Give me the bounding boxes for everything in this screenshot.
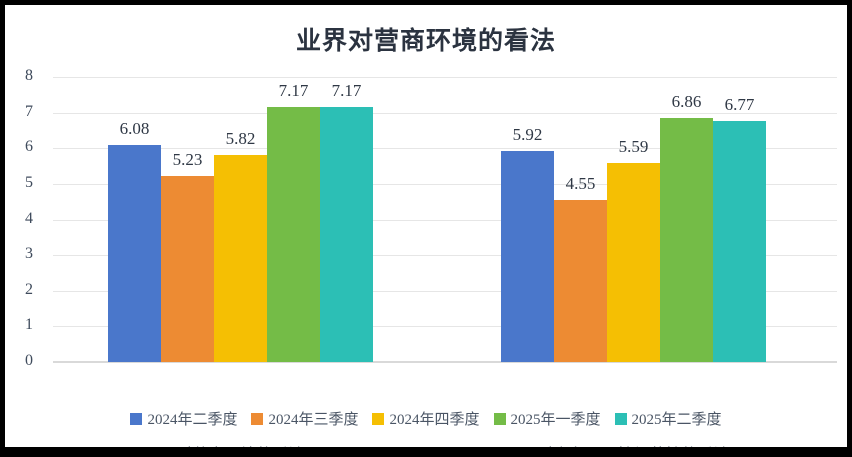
bar-group: 5.92 4.55 5.59 6.86 6.77 [501,77,766,362]
bar-slot: 6.08 [108,77,161,362]
bar-value-label: 7.17 [278,80,309,100]
bar-value-label: 7.17 [331,80,362,100]
legend-swatch-icon [372,412,385,425]
bar-value-label: 5.59 [618,136,649,156]
bar[interactable] [713,120,766,362]
gridline [53,148,837,150]
legend-item[interactable]: 2025年一季度 [493,408,601,429]
y-axis-tick-label: 6 [25,138,33,156]
y-axis-tick-label: 4 [25,209,33,227]
bar[interactable] [554,199,607,362]
bar-slot: 5.92 [501,77,554,362]
gridline [53,77,837,78]
bar[interactable] [214,154,267,362]
bar-slot: 6.86 [660,77,713,362]
gridline [53,183,837,185]
plot-area: 8765432106.085.235.827.177.17对营商环境的看法5.9… [25,68,837,369]
gridline [53,219,837,221]
axis-baseline [53,361,837,363]
y-axis-tick-label: 5 [25,173,33,191]
bar[interactable] [660,117,713,362]
gridline [53,255,837,257]
bar-slot: 5.82 [214,77,267,362]
legend-item[interactable]: 2024年二季度 [130,408,237,429]
bar-value-label: 5.92 [512,125,543,145]
bar[interactable] [267,106,320,362]
y-axis-tick-label: 0 [25,352,33,369]
gridline [53,326,837,328]
legend-item[interactable]: 2025年二季度 [614,408,722,429]
legend-label: 2025年二季度 [631,412,722,428]
bar[interactable] [501,151,554,362]
legend-label: 2025年一季度 [510,412,601,428]
bar[interactable] [108,145,161,362]
bar-slot: 5.23 [161,77,214,362]
gridline [53,290,837,292]
legend-swatch-icon [493,412,506,425]
legend-item[interactable]: 2024年四季度 [372,408,480,429]
legend-label: 2024年三季度 [268,412,359,428]
y-axis-tick-label: 8 [25,67,33,84]
bar-value-label: 5.23 [172,149,203,169]
gridline [53,112,837,114]
legend-item[interactable]: 2024年三季度 [251,408,358,429]
bar-slot: 5.59 [607,77,660,362]
bar-group: 6.08 5.23 5.82 7.17 7.17 [108,77,373,362]
y-axis-tick-label: 3 [25,245,33,263]
bar-slot: 6.77 [713,77,766,362]
y-axis-tick-label: 7 [25,102,33,120]
y-axis-tick-label: 1 [25,316,33,334]
legend-label: 2024年四季度 [389,412,480,428]
bar[interactable] [607,162,660,362]
legend-swatch-icon [130,412,143,425]
chart-container: 业界对营商环境的看法 8 7 6 5 4 3 2 1 0 6.08 5.23 5.82 7.17 7.17… [5,5,847,447]
bar-slot: 7.17 [267,77,320,362]
chart-legend: 2024年二季度 2024年三季度 2024年四季度 2025年一季度 2025年二季度 [5,408,847,429]
bar-slot: 7.17 [320,77,373,362]
bar-value-label: 5.82 [225,128,256,148]
bar[interactable] [320,106,373,362]
legend-swatch-icon [614,412,627,425]
bar-value-label: 4.55 [565,173,596,193]
bar-slot: 4.55 [554,77,607,362]
bar-value-label: 6.86 [671,91,702,111]
bar[interactable] [161,175,214,362]
bar-value-label: 6.77 [724,94,755,114]
legend-label: 2024年二季度 [147,412,238,428]
y-axis-tick-label: 2 [25,280,33,298]
bar-value-label: 6.08 [119,119,150,139]
legend-swatch-icon [251,412,264,425]
chart-title: 业界对营商环境的看法 [295,28,556,55]
x-axis-category-label: 对竞争公平性规范性的看法 [381,441,847,447]
